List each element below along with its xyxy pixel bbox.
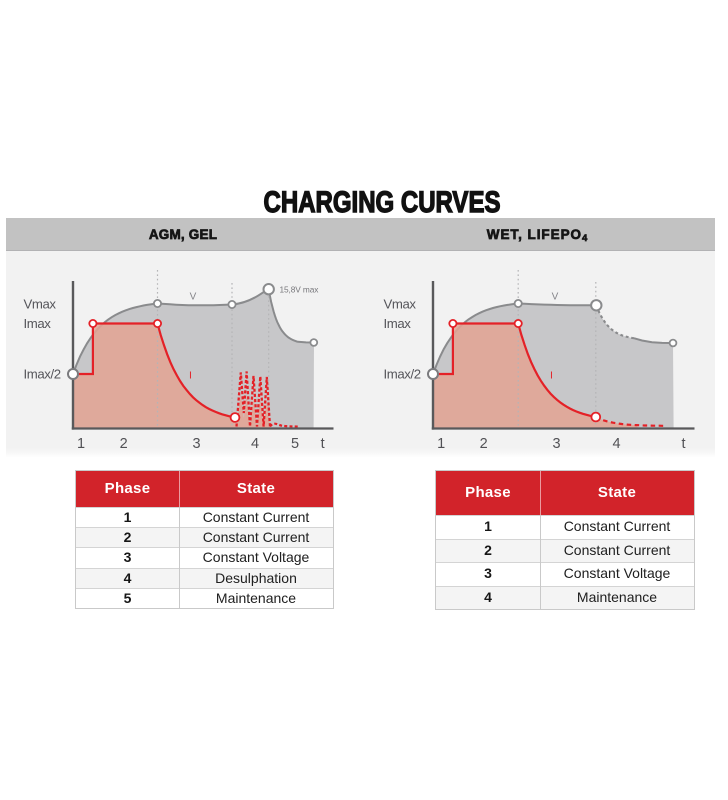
svg-text:t: t [681, 436, 685, 452]
svg-text:Vmax: Vmax [384, 296, 417, 311]
svg-text:2: 2 [120, 436, 128, 452]
svg-text:2: 2 [480, 436, 488, 452]
svg-text:1: 1 [437, 436, 445, 452]
svg-text:3: 3 [552, 436, 560, 452]
svg-text:V: V [552, 292, 559, 303]
svg-text:t: t [321, 436, 325, 452]
svg-text:Vmax: Vmax [24, 296, 57, 311]
svg-text:4: 4 [251, 436, 259, 452]
svg-text:Imax: Imax [24, 316, 52, 331]
svg-text:15,8V max: 15,8V max [280, 284, 320, 294]
svg-text:5: 5 [291, 436, 299, 452]
svg-text:V: V [190, 292, 197, 303]
svg-text:Imax/2: Imax/2 [384, 366, 421, 381]
svg-text:Imax/2: Imax/2 [24, 366, 61, 381]
svg-text:1: 1 [77, 436, 85, 452]
svg-text:Imax: Imax [384, 316, 412, 331]
svg-text:4: 4 [612, 436, 620, 452]
svg-text:3: 3 [192, 436, 200, 452]
svg-text:I: I [189, 370, 192, 382]
svg-text:I: I [550, 370, 553, 382]
